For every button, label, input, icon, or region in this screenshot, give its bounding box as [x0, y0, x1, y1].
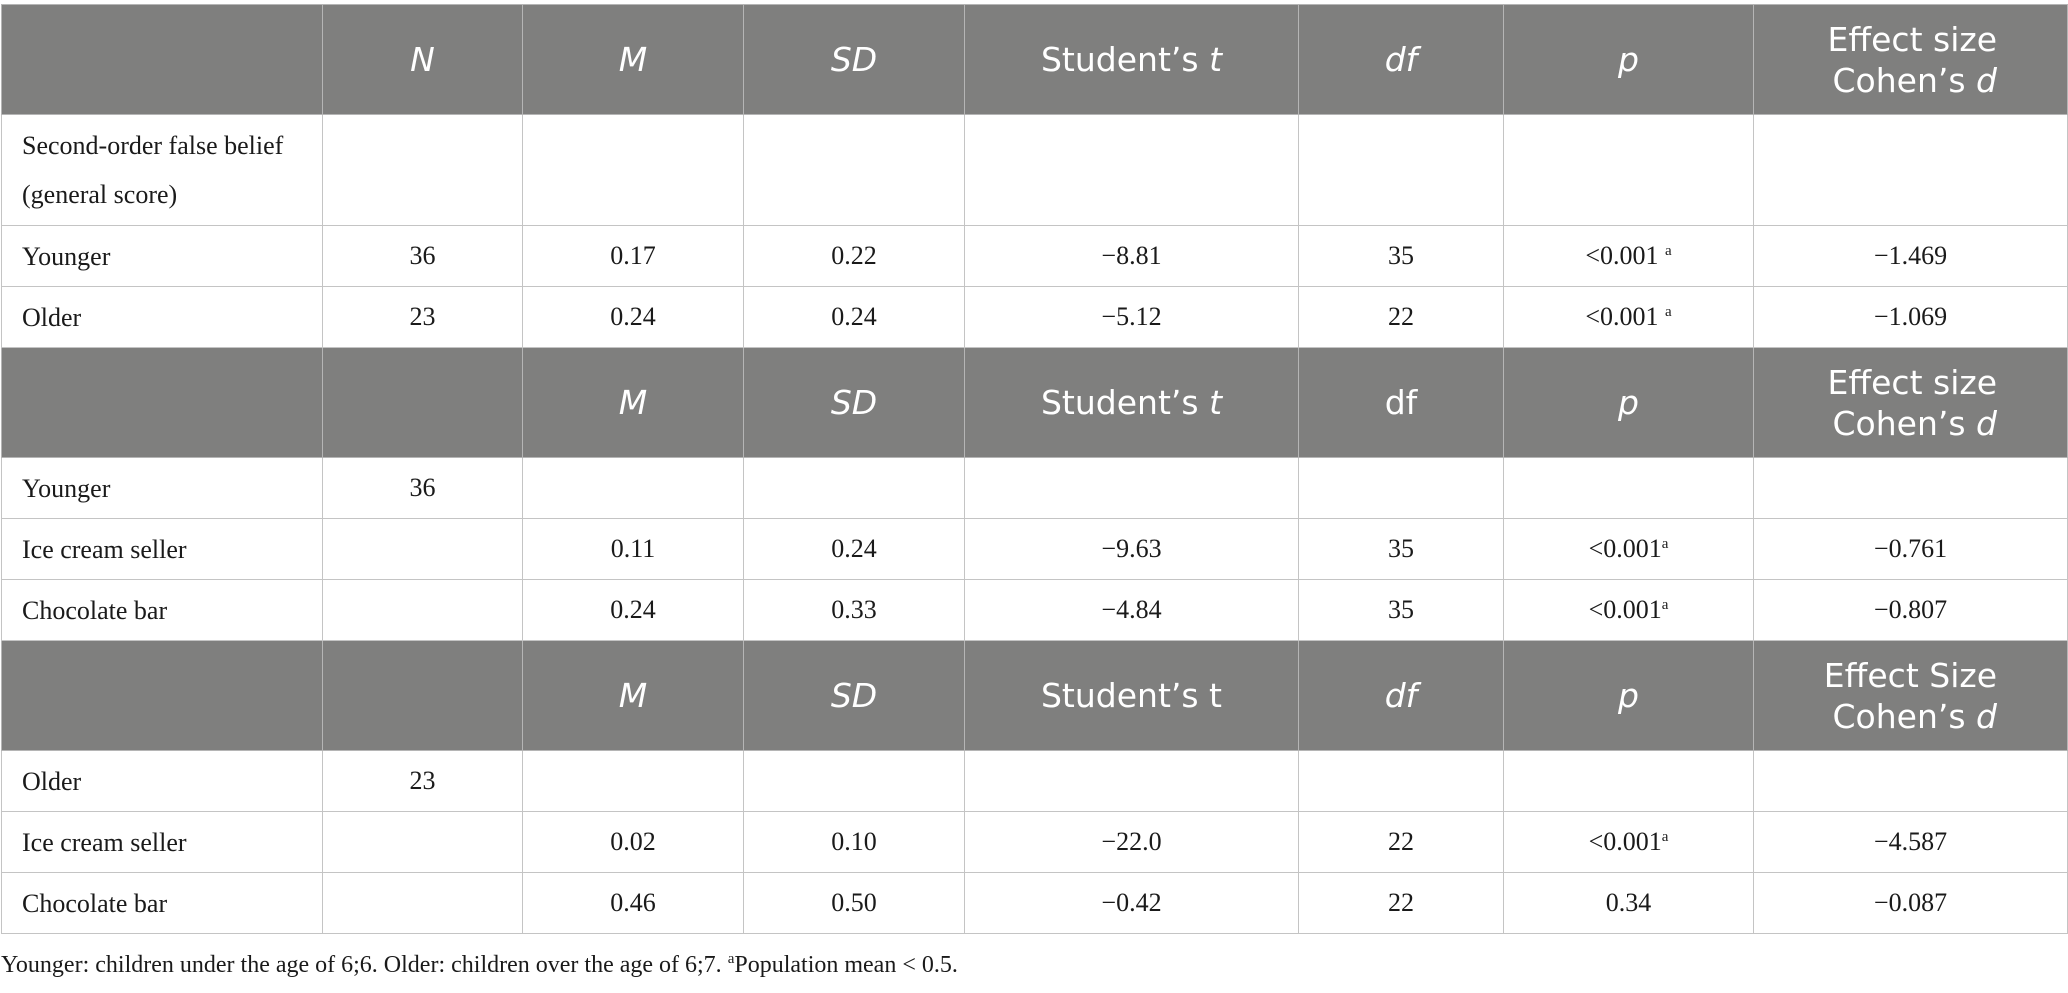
- cell-p: <0.001 a: [1503, 286, 1754, 348]
- cell-t: −9.63: [964, 518, 1299, 580]
- header-m: M: [522, 347, 744, 458]
- header-row-1: N M SD Student’s t df p Effect size Cohen…: [1, 4, 2068, 115]
- header-p: p: [1503, 640, 1754, 751]
- cell-m: 0.24: [522, 579, 744, 641]
- header-t: Student’s t: [964, 640, 1299, 751]
- cell-p: 0.34: [1503, 872, 1754, 934]
- table-row: Older 23 0.24 0.24 −5.12 22 <0.001 a −1.…: [1, 286, 2068, 348]
- cell-sd: 0.22: [743, 225, 965, 287]
- cell-m: 0.24: [522, 286, 744, 348]
- cell-t: −22.0: [964, 811, 1299, 873]
- header-n: N: [322, 4, 523, 115]
- header-df: df: [1298, 4, 1504, 115]
- header-sd: SD: [743, 347, 965, 458]
- cell-sd: 0.24: [743, 518, 965, 580]
- cell-df: 35: [1298, 579, 1504, 641]
- header-p: p: [1503, 347, 1754, 458]
- header-effect-size: Effect Size Cohen’s d: [1753, 640, 2068, 751]
- header-row-3: M SD Student’s t df p Effect Size Cohen’s…: [1, 640, 2068, 751]
- cell-p: <0.001a: [1503, 518, 1754, 580]
- table-row: Chocolate bar 0.24 0.33 −4.84 35 <0.001a…: [1, 579, 2068, 641]
- header-effect-size: Effect size Cohen’s d: [1753, 4, 2068, 115]
- cell-df: 22: [1298, 872, 1504, 934]
- cell-sd: 0.24: [743, 286, 965, 348]
- table-row: Ice cream seller 0.02 0.10 −22.0 22 <0.0…: [1, 811, 2068, 873]
- header-label-cell: [1, 4, 323, 115]
- table-row: Younger 36 0.17 0.22 −8.81 35 <0.001 a −…: [1, 225, 2068, 287]
- header-t: Student’s t: [964, 347, 1299, 458]
- cell-n: 36: [322, 225, 523, 287]
- cell-d: −0.761: [1753, 518, 2068, 580]
- table-row: Chocolate bar 0.46 0.50 −0.42 22 0.34 −0…: [1, 872, 2068, 934]
- group-n: 23: [322, 750, 523, 812]
- cell-sd: 0.10: [743, 811, 965, 873]
- header-sd: SD: [743, 4, 965, 115]
- cell-df: 22: [1298, 811, 1504, 873]
- group-row: Younger 36: [1, 457, 2068, 519]
- row-label: Ice cream seller: [1, 811, 323, 873]
- header-m: M: [522, 4, 744, 115]
- section-title: Second-order false belief (general score…: [1, 114, 323, 226]
- cell-df: 22: [1298, 286, 1504, 348]
- cell-df: 35: [1298, 518, 1504, 580]
- header-m: M: [522, 640, 744, 751]
- header-df: df: [1298, 347, 1504, 458]
- cell-d: −1.469: [1753, 225, 2068, 287]
- cell-t: −5.12: [964, 286, 1299, 348]
- cell-sd: 0.50: [743, 872, 965, 934]
- row-label: Younger: [1, 225, 323, 287]
- cell-t: −8.81: [964, 225, 1299, 287]
- header-effect-size: Effect size Cohen’s d: [1753, 347, 2068, 458]
- cell-d: −0.807: [1753, 579, 2068, 641]
- cell-sd: 0.33: [743, 579, 965, 641]
- header-df: df: [1298, 640, 1504, 751]
- cell-m: 0.17: [522, 225, 744, 287]
- cell-p: <0.001 a: [1503, 225, 1754, 287]
- cell-n: 23: [322, 286, 523, 348]
- row-label: Ice cream seller: [1, 518, 323, 580]
- group-n: 36: [322, 457, 523, 519]
- cell-m: 0.46: [522, 872, 744, 934]
- cell-m: 0.11: [522, 518, 744, 580]
- header-row-2: M SD Student’s t df p Effect size Cohen’s…: [1, 347, 2068, 458]
- group-label: Younger: [1, 457, 323, 519]
- cell-d: −0.087: [1753, 872, 2068, 934]
- section-title-row: Second-order false belief (general score…: [1, 114, 2068, 226]
- row-label: Chocolate bar: [1, 872, 323, 934]
- row-label: Older: [1, 286, 323, 348]
- cell-p: <0.001a: [1503, 811, 1754, 873]
- cell-p: <0.001a: [1503, 579, 1754, 641]
- cell-d: −1.069: [1753, 286, 2068, 348]
- cell-m: 0.02: [522, 811, 744, 873]
- table-row: Ice cream seller 0.11 0.24 −9.63 35 <0.0…: [1, 518, 2068, 580]
- header-t: Student’s t: [964, 4, 1299, 115]
- cell-t: −0.42: [964, 872, 1299, 934]
- header-p: p: [1503, 4, 1754, 115]
- group-row: Older 23: [1, 750, 2068, 812]
- header-sd: SD: [743, 640, 965, 751]
- results-table: N M SD Student’s t df p Effect size Cohen…: [1, 4, 2068, 934]
- table-footnote: Younger: children under the age of 6;6. …: [1, 951, 958, 979]
- cell-d: −4.587: [1753, 811, 2068, 873]
- cell-t: −4.84: [964, 579, 1299, 641]
- row-label: Chocolate bar: [1, 579, 323, 641]
- cell-df: 35: [1298, 225, 1504, 287]
- group-label: Older: [1, 750, 323, 812]
